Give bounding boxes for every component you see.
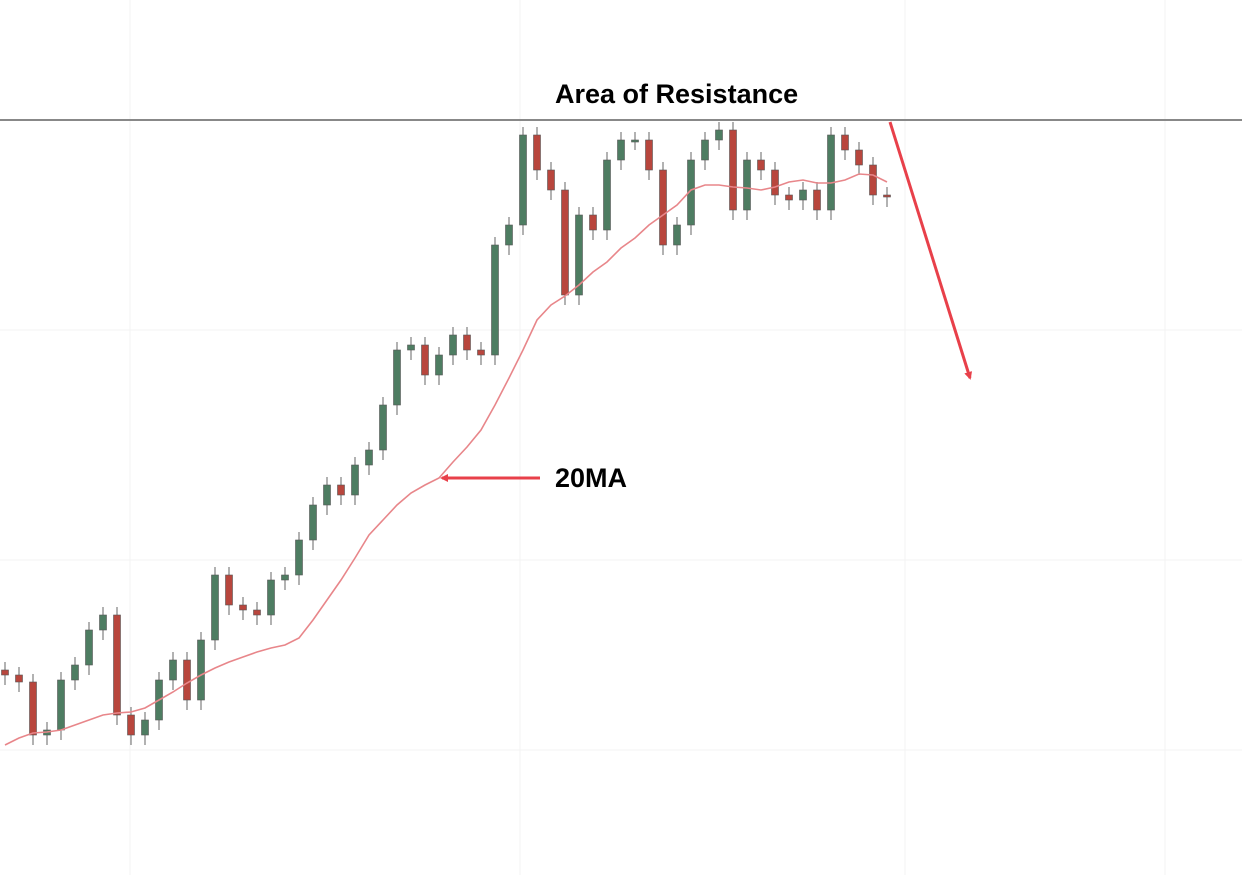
candle-body [337,484,345,496]
candle-body [463,334,471,351]
candle-body [239,604,247,611]
candle-body [141,719,149,736]
candle-body [869,164,877,196]
candle-body [603,159,611,231]
candle-body [505,224,513,246]
candle-body [491,244,499,356]
candle-body [561,189,569,296]
candle-body [57,679,65,731]
candle-body [113,614,121,716]
resistance-label: Area of Resistance [555,79,798,109]
candle-body [1,669,9,676]
candle-body [407,344,415,351]
candle-body [645,139,653,171]
candle-body [421,344,429,376]
candle-body [197,639,205,701]
candle-body [477,349,485,356]
candle-body [631,139,639,143]
candle-body [855,149,863,166]
candle-body [351,464,359,496]
down-arrow [888,121,973,380]
moving-average [4,173,888,746]
candle-body [715,129,723,141]
ma-label: 20MA [555,463,627,493]
candle-body [281,574,289,581]
candle-body [379,404,387,451]
candle-body [225,574,233,606]
candle-body [71,664,79,681]
candle-body [547,169,555,191]
candle-body [295,539,303,576]
candle-body [183,659,191,701]
candle-body [729,129,737,211]
candle-body [85,629,93,666]
candle-body [99,614,107,631]
candle-body [323,484,331,506]
candle-body [435,354,443,376]
candle-body [169,659,177,681]
candle-body [813,189,821,211]
candle-body [519,134,527,226]
candle-body [309,504,317,541]
candle-body [575,214,583,296]
candle-body [659,169,667,246]
candle-body [589,214,597,231]
candle-body [841,134,849,151]
candle-body [29,681,37,736]
candle-body [533,134,541,171]
candle-body [617,139,625,161]
candle-body [771,169,779,196]
candle-body [211,574,219,641]
candle-body [799,189,807,201]
candle-body [15,674,23,683]
candle-body [743,159,751,211]
candle-body [785,194,793,201]
candle-body [757,159,765,171]
candle-body [393,349,401,406]
candle-body [701,139,709,161]
candle-body [687,159,695,226]
candle-body [253,609,261,616]
candle-body [365,449,373,466]
candle-body [883,194,891,198]
candle-body [267,579,275,616]
candle-body [673,224,681,246]
candle-body [449,334,457,356]
candle-body [827,134,835,211]
candle-body [127,714,135,736]
